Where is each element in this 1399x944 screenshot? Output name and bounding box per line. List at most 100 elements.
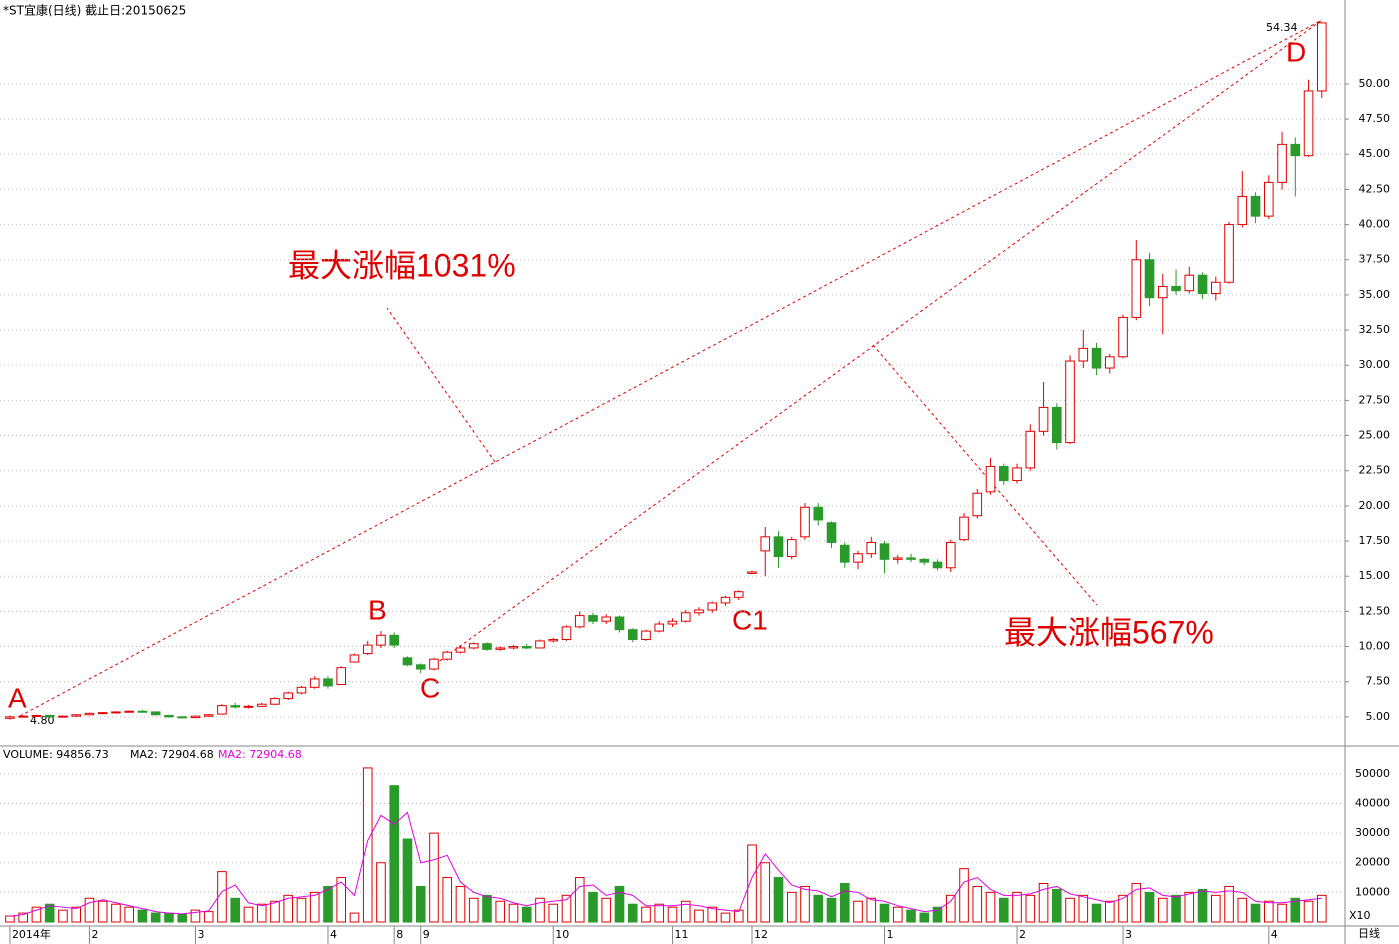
volume-bar [747, 844, 757, 923]
volume-bar [1210, 894, 1221, 923]
candle-body [760, 536, 771, 552]
candle-body [429, 658, 439, 670]
candle-body [1051, 406, 1062, 444]
volume-bar [455, 885, 466, 923]
volume-bar [389, 785, 400, 923]
chart-title: *ST宜康(日线) 截止日:20150625 [3, 3, 186, 18]
volume-bar [627, 903, 638, 923]
candle-body [1171, 285, 1181, 292]
candle-body [256, 703, 267, 707]
volume-bar [31, 906, 42, 923]
y-tick-label: 30.00 [1359, 358, 1391, 371]
y-tick-label: 15.00 [1359, 569, 1391, 582]
high-label: 54.34 [1266, 21, 1298, 34]
candle-body [1250, 195, 1261, 217]
candle-body [1210, 281, 1221, 294]
candle-body [1290, 143, 1301, 157]
volume-bar [588, 891, 598, 923]
volume-bar [1025, 894, 1036, 923]
volume-bar [985, 891, 996, 923]
candle-body [826, 522, 837, 543]
volume-bar [1038, 882, 1049, 923]
volume-bar [1104, 900, 1115, 923]
candle-body [362, 644, 373, 655]
volume-bar [137, 909, 148, 923]
volume-bar [270, 900, 280, 923]
volume-bar [111, 903, 121, 923]
candle-body [482, 643, 492, 650]
candle-body [641, 630, 651, 641]
candle-body [773, 536, 784, 558]
volume-bar [654, 903, 665, 923]
period-label: 日线 [1358, 926, 1380, 940]
volume-bar [1051, 888, 1062, 923]
volume-bar [1224, 885, 1234, 923]
volume-bar [614, 885, 625, 923]
volume-bar [998, 897, 1009, 923]
candle-body [654, 623, 665, 632]
volume-bar [1263, 900, 1274, 923]
y-tick-label: 7.50 [1366, 675, 1391, 688]
volume-bar [495, 900, 506, 923]
candle-body [124, 710, 135, 713]
candle-body [892, 557, 903, 560]
candle-body [1025, 430, 1036, 469]
volume-bar [1091, 903, 1102, 923]
candle-body [866, 541, 877, 555]
candle-body [839, 544, 850, 563]
candle-body [879, 543, 890, 560]
y-tick-label: 35.00 [1359, 288, 1391, 301]
volume-bar [680, 900, 691, 923]
x-tick-label: 9 [423, 928, 430, 941]
candle-body [1078, 347, 1089, 362]
candle-body [84, 712, 95, 716]
volume-bar [535, 897, 545, 923]
annotation: C [420, 672, 440, 703]
x-tick-label: 1 [887, 928, 894, 941]
candle-body [853, 553, 863, 563]
volume-bar [1012, 891, 1022, 923]
volume-bar [866, 897, 877, 923]
x-tick-label: 3 [197, 928, 204, 941]
candle-body [323, 678, 333, 687]
scale-label: X10 [1349, 909, 1371, 922]
y-tick-label: 10.00 [1359, 640, 1391, 653]
volume-bar [972, 885, 983, 923]
volume-bar [906, 909, 916, 923]
candle-body [283, 692, 294, 700]
candle-body [58, 715, 68, 718]
volume-bar [548, 903, 559, 923]
volume-bar [826, 897, 837, 923]
candle-body [521, 646, 532, 649]
candle-body [508, 646, 519, 649]
candle-body [402, 657, 413, 666]
candle-body [614, 616, 625, 631]
candle-body [203, 714, 214, 717]
candle-body [97, 712, 108, 715]
candle-body [5, 716, 15, 719]
volume-bar [177, 914, 188, 923]
volume-bar [482, 894, 492, 923]
candle-body [309, 678, 320, 688]
candle-body [932, 561, 943, 569]
candle-body [535, 640, 545, 649]
volume-bar [323, 885, 333, 923]
volume-bar [707, 906, 718, 923]
candle-body [720, 596, 731, 604]
volume-bar [84, 897, 95, 923]
volume-bar [5, 915, 15, 923]
candle-body [1012, 467, 1022, 482]
volume-bar [283, 894, 294, 923]
candle-body [230, 705, 241, 708]
volume-bar [97, 900, 108, 923]
y-tick-label: 20000 [1355, 856, 1390, 869]
annotation: 最大涨幅567% [1004, 614, 1214, 650]
candle-body [137, 710, 148, 713]
volume-bar [853, 900, 863, 923]
candle-body [111, 711, 121, 714]
candle-body [1104, 356, 1115, 369]
candle-body [588, 615, 598, 622]
volume-bar [1277, 903, 1287, 923]
candle-body [1263, 181, 1274, 217]
volume-bar [442, 877, 453, 923]
